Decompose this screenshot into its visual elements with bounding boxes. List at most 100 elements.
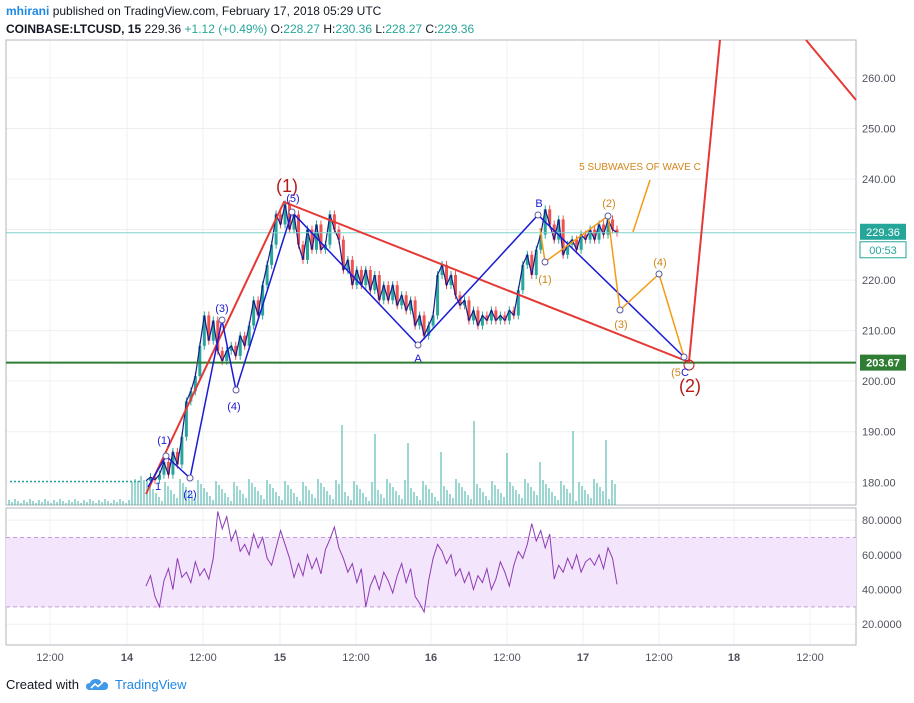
candle: [292, 214, 296, 230]
wave-pivot: [534, 211, 542, 219]
candle: [118, 480, 120, 483]
price-moving-average: [145, 204, 618, 482]
wave-pivot: [604, 212, 612, 220]
candle: [498, 315, 502, 321]
volume-bar: [578, 482, 580, 505]
volume-bar: [437, 501, 439, 505]
volume-bar: [506, 453, 508, 505]
volume-bar: [536, 495, 538, 505]
time-tick-label: 18: [728, 652, 740, 664]
time-tick-label: 12:00: [189, 652, 217, 664]
volume-bar: [149, 485, 151, 505]
volume-bar: [158, 497, 160, 505]
volume-bar: [38, 500, 40, 505]
volume-bar: [401, 499, 403, 505]
candle: [359, 269, 363, 286]
volume-bar: [248, 479, 250, 505]
low-value: 228.27: [385, 22, 423, 36]
ohlc-bar: COINBASE:LTCUSD, 15 229.36 +1.12 (+0.49%…: [6, 22, 474, 36]
price-tick-label: 180.00: [862, 477, 896, 489]
candle: [485, 315, 489, 321]
candle: [561, 219, 565, 255]
wave-pivot: [616, 306, 624, 314]
wave-label: (5: [671, 367, 681, 379]
candle: [566, 244, 570, 255]
open-value: 228.27: [283, 22, 320, 36]
price-tick-label: 260.00: [862, 73, 896, 85]
volume-bar: [473, 421, 475, 505]
volume-bar: [203, 488, 205, 505]
candle: [211, 320, 215, 341]
candle: [386, 285, 390, 301]
volume-bar: [101, 502, 103, 505]
close-label: C:: [425, 22, 438, 36]
volume-bar: [584, 490, 586, 505]
volume-bar: [494, 485, 496, 505]
candle: [175, 451, 179, 465]
volume-bar: [338, 484, 340, 505]
candle: [341, 239, 345, 270]
tradingview-cloud-icon[interactable]: [85, 678, 109, 692]
candle: [252, 300, 256, 326]
time-tick-label: 12:00: [342, 652, 370, 664]
volume-bar: [95, 503, 97, 505]
candle: [74, 480, 76, 483]
volume-bar: [80, 503, 82, 505]
volume-bar: [392, 487, 394, 505]
volume-bar: [56, 502, 58, 505]
volume-bar: [440, 452, 442, 505]
candle: [288, 204, 292, 230]
volume-bar: [470, 499, 472, 505]
volume-bar: [380, 494, 382, 505]
candle: [114, 480, 116, 483]
candle: [225, 350, 229, 361]
volume-bar: [464, 491, 466, 505]
volume-bar: [32, 501, 34, 505]
wave-label: A: [414, 353, 422, 365]
candle: [70, 480, 72, 483]
tradingview-link[interactable]: TradingView: [114, 677, 187, 692]
volume-bar: [413, 492, 415, 505]
support-tag-label: 203.67: [866, 358, 900, 370]
candle: [234, 345, 238, 356]
volume-bar: [179, 479, 181, 505]
volume-bar: [566, 489, 568, 505]
candle: [247, 325, 251, 346]
candle: [548, 209, 552, 225]
last-price: 229.36: [144, 22, 182, 36]
wave-pivot: [680, 353, 688, 361]
candle: [166, 462, 170, 475]
wave-label: 5 SUBWAVES OF WAVE C: [579, 162, 701, 173]
volume-bar: [68, 500, 70, 505]
candle: [489, 310, 493, 321]
candle: [584, 234, 588, 240]
candle: [409, 300, 413, 311]
candle: [94, 480, 96, 483]
candle: [54, 480, 56, 483]
volume-bar: [290, 489, 292, 505]
wave-line: [539, 214, 685, 358]
author-name[interactable]: mhirani: [6, 4, 50, 18]
price-tick-label: 200.00: [862, 376, 896, 388]
candle: [138, 480, 140, 483]
time-tick-label: 12:00: [493, 652, 521, 664]
candle: [377, 275, 381, 301]
volume-bar: [176, 498, 178, 505]
candle: [337, 229, 341, 240]
volume-bar: [323, 487, 325, 505]
time-tick-label: 12:00: [796, 652, 824, 664]
time-tick-label: 14: [121, 652, 134, 664]
candle: [467, 300, 471, 321]
wave-label: (5): [286, 193, 299, 205]
volume-bar: [449, 494, 451, 505]
wave-line: [145, 39, 721, 495]
candle: [106, 480, 108, 483]
candle: [110, 480, 112, 483]
volume-bar: [221, 489, 223, 505]
candle: [58, 480, 60, 483]
volume-bar: [593, 479, 595, 505]
candle: [198, 345, 202, 377]
candle: [86, 480, 88, 483]
wave-label: (3): [215, 303, 228, 315]
